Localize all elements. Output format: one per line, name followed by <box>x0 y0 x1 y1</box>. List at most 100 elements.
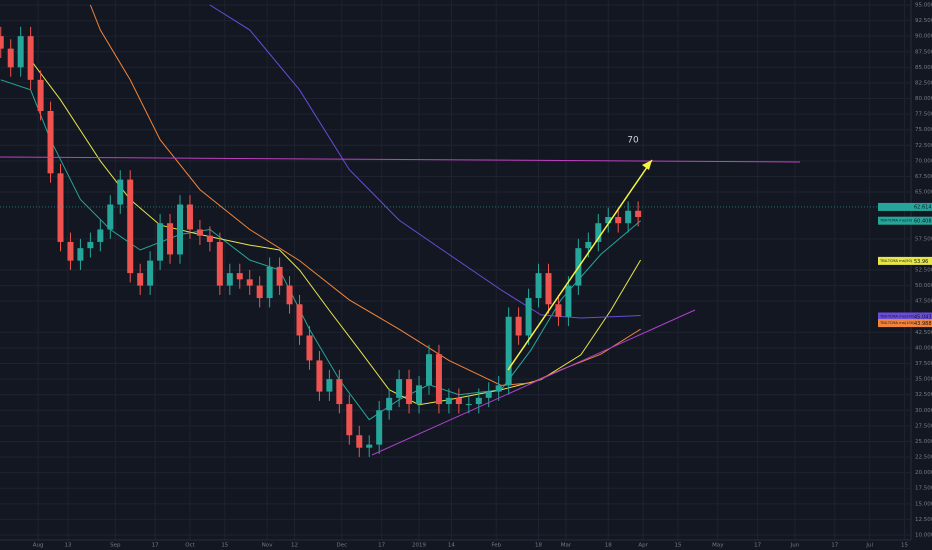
trend-line <box>371 309 696 456</box>
candle-body <box>615 216 622 224</box>
price-label-box <box>878 256 932 265</box>
y-tick-label: 90.000 <box>915 34 932 40</box>
x-tick-label: 17 <box>754 543 761 549</box>
candle-body <box>366 444 373 448</box>
candle-body <box>485 391 492 398</box>
x-tick-label: May <box>712 543 724 549</box>
x-tick-label: Dec <box>337 543 348 549</box>
y-tick-label: 10.000 <box>915 533 932 539</box>
candle-body <box>57 173 64 242</box>
y-tick-label: 47.500 <box>915 299 932 305</box>
x-tick-label: Nov <box>262 543 273 549</box>
x-tick-label: Mar <box>561 543 572 549</box>
y-tick-label: 20.000 <box>915 470 932 476</box>
y-tick-label: 15.000 <box>915 501 932 507</box>
price-label: TBX-TCMA ma(50) 53.96 <box>879 258 928 264</box>
candle-body <box>87 241 94 249</box>
candle-body <box>595 223 602 242</box>
candle-body <box>196 229 203 236</box>
price-label: TBX-TCMA ma(200)45.043 <box>879 314 932 320</box>
x-tick-label: Sep <box>110 543 121 549</box>
candle-body <box>376 410 383 445</box>
candle-body <box>565 285 572 317</box>
candle-body <box>286 285 293 305</box>
candle-body <box>97 229 104 242</box>
x-tick-label: 17 <box>831 543 838 549</box>
series-name: TBX-TCMA ma(100) <box>879 321 915 325</box>
candle-body <box>246 279 253 286</box>
grid <box>0 0 910 540</box>
y-tick-label: 65.000 <box>915 190 932 196</box>
candle-body <box>515 316 522 336</box>
y-tick-label: 50.000 <box>915 283 932 289</box>
candle-body <box>326 379 333 392</box>
candle-body <box>177 204 184 255</box>
y-tick-label: 70.000 <box>915 158 932 164</box>
x-tick-label: Jun <box>790 543 800 549</box>
y-tick-label: 42.500 <box>915 330 932 336</box>
candle-body <box>475 397 482 405</box>
last-price-box <box>878 202 932 211</box>
candle-body <box>27 36 34 80</box>
y-tick-label: 22.500 <box>915 455 932 461</box>
series-name: TBX-TCMA ma(200) <box>879 314 915 318</box>
candle-body <box>206 235 213 242</box>
candle-body <box>167 223 174 255</box>
x-tick-label: Aug <box>33 543 44 549</box>
candle-body <box>266 266 273 299</box>
y-tick-label: 85.000 <box>915 65 932 71</box>
y-tick-label: 77.500 <box>915 112 932 118</box>
candle-body <box>406 379 413 405</box>
x-tick-label: 15 <box>901 543 908 549</box>
x-tick-label: Apr <box>638 543 648 549</box>
y-tick-label: 92.500 <box>915 18 932 24</box>
y-tick-label: 40.000 <box>915 345 932 351</box>
candle-body <box>7 48 14 68</box>
candle-body <box>535 273 542 299</box>
y-tick-label: 32.500 <box>915 392 932 398</box>
series-value: 43.988 <box>914 321 932 327</box>
candle-body <box>336 379 343 405</box>
x-tick-label: Jul <box>865 543 873 549</box>
candle-body <box>127 179 134 274</box>
axes: 95.000 92.500 90.000 87.500 85.000 82.500 80.0… <box>33 2 932 548</box>
horizontal-line <box>0 156 801 163</box>
candle-body <box>157 223 164 261</box>
y-tick-label: 52.500 <box>915 268 932 274</box>
price-label-box <box>878 319 932 328</box>
x-tick-label: Feb <box>491 543 501 549</box>
candle-body <box>256 285 263 299</box>
candle-body <box>276 266 283 286</box>
series-value: 53.96 <box>914 258 928 264</box>
x-tick-label: 15 <box>221 543 228 549</box>
candle-body <box>605 216 612 224</box>
x-tick-label: 18 <box>535 543 542 549</box>
candle-body <box>525 298 532 336</box>
candle-body <box>77 248 84 261</box>
candle-body <box>306 335 313 361</box>
y-tick-label: 95.000 <box>915 2 932 8</box>
candle-body <box>425 354 432 386</box>
candle-body <box>625 210 632 224</box>
x-tick-label: 13 <box>64 543 71 549</box>
price-label: TBX-TCMA ma(100)43.988 <box>879 321 932 327</box>
x-tick-label: 14 <box>448 543 455 549</box>
candle-body <box>186 204 193 230</box>
candle-body <box>416 385 423 405</box>
candle-body <box>137 273 144 286</box>
candle-body <box>386 397 393 411</box>
candle-body <box>47 110 54 174</box>
candle-body <box>117 179 124 205</box>
price-label-box <box>878 216 932 225</box>
price-label-box <box>878 312 932 321</box>
candle-body <box>296 304 303 336</box>
arrow-line <box>507 159 653 371</box>
series-value: 60.408 <box>914 218 932 224</box>
x-tick-label: 17 <box>152 543 159 549</box>
last-price-label: 62.614 <box>914 204 932 210</box>
series-name: TBX-TCMA ma(50) <box>879 259 913 263</box>
y-tick-label: 25.000 <box>915 439 932 445</box>
candle-body <box>67 241 74 261</box>
